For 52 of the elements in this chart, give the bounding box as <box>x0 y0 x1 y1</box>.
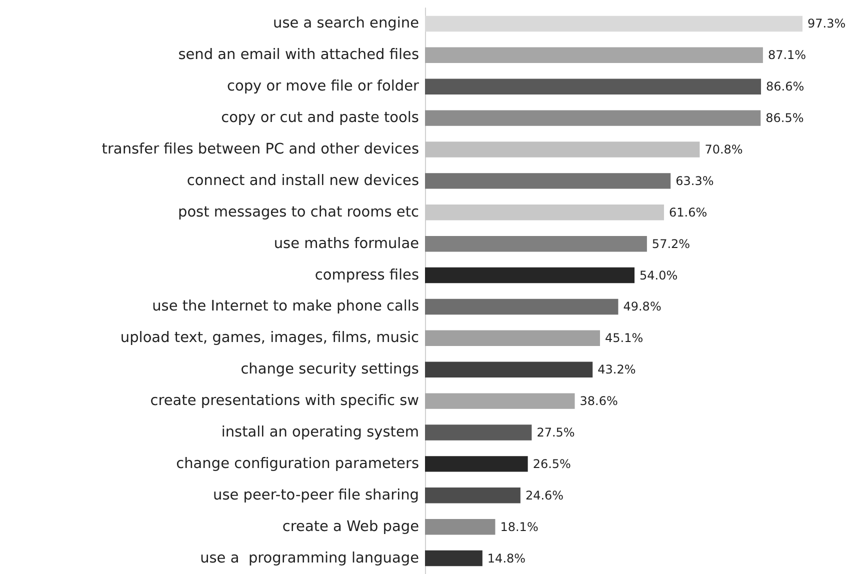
data-label: 87.1% <box>768 48 806 62</box>
bar <box>425 550 482 566</box>
data-label: 27.5% <box>536 426 575 440</box>
y-tick-label: change security settings <box>240 362 419 378</box>
y-tick-label: use the Internet to make phone calls <box>152 298 419 315</box>
bar <box>425 424 532 440</box>
data-label: 38.6% <box>580 394 618 408</box>
bar <box>425 173 671 189</box>
data-label: 45.1% <box>604 331 644 346</box>
y-tick-label: copy or cut and paste tools <box>221 110 419 126</box>
bar <box>425 78 762 94</box>
y-tick-label: upload text, games, images, films, music <box>120 330 420 346</box>
data-label: 86.6% <box>766 80 804 94</box>
bar <box>425 236 647 252</box>
y-tick-label: create presentations with specific sw <box>150 393 420 410</box>
y-tick-label: send an email with attached files <box>178 47 419 64</box>
data-label: 14.8% <box>487 551 526 566</box>
y-tick-label: use a programming language <box>200 550 420 566</box>
y-tick-label: transfer files between PC and other devices <box>102 142 419 158</box>
data-label: 54.0% <box>640 268 678 282</box>
bar <box>425 488 520 504</box>
bar <box>425 330 600 346</box>
data-label: 61.6% <box>669 205 708 220</box>
bar <box>425 393 575 409</box>
data-label: 86.5% <box>766 111 804 126</box>
y-tick-label: create a Web page <box>282 518 420 535</box>
y-tick-label: use peer-to-peer file sharing <box>213 487 419 504</box>
bar <box>425 362 593 378</box>
bar <box>425 518 496 535</box>
data-label: 70.8% <box>704 142 743 156</box>
y-tick-label: use maths formulae <box>274 236 420 252</box>
data-label: 26.5% <box>532 456 571 471</box>
data-label: 49.8% <box>623 300 662 314</box>
bar <box>425 267 635 284</box>
data-label: 57.2% <box>652 236 690 251</box>
y-tick-label: copy or move file or folder <box>226 78 420 95</box>
data-label: 97.3% <box>808 16 846 31</box>
bar <box>425 142 700 158</box>
data-label: 18.1% <box>500 520 538 534</box>
data-label: 43.2% <box>598 362 636 377</box>
data-label: 63.3% <box>676 174 714 188</box>
y-tick-label: post messages to chat rooms etc <box>178 204 420 220</box>
y-tick-label: compress files <box>314 267 419 284</box>
y-tick-label: use a search engine <box>273 16 420 32</box>
bar <box>425 110 761 126</box>
bar <box>425 298 618 315</box>
bar <box>425 47 763 64</box>
data-label: 24.6% <box>525 488 564 502</box>
y-tick-label: install an operating system <box>221 424 419 440</box>
y-tick-label: connect and install new devices <box>186 172 419 189</box>
bar <box>425 456 528 472</box>
y-tick-label: change configuration parameters <box>176 456 419 472</box>
